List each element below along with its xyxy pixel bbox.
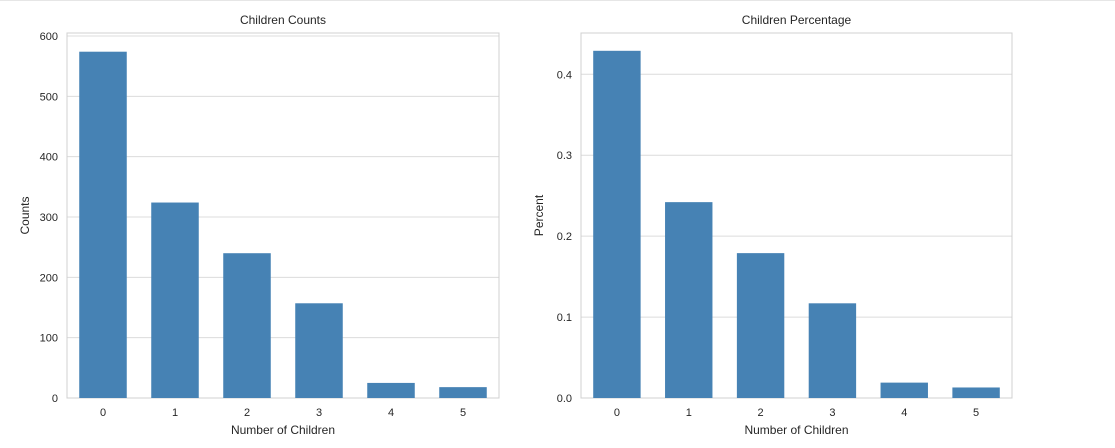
x-tick-label: 5 bbox=[460, 407, 466, 419]
children-percentage-panel: 0.0 0.1 0.2 0.3 0.4 0 1 2 3 4 5 Children Percentage… bbox=[532, 13, 1013, 437]
bar-4 bbox=[367, 382, 415, 398]
bar-3 bbox=[295, 303, 343, 398]
x-tick-label: 4 bbox=[388, 407, 394, 419]
bar-5 bbox=[439, 387, 487, 398]
bar-0 bbox=[593, 50, 641, 399]
y-tick-label: 0.4 bbox=[557, 69, 572, 81]
bar-1 bbox=[151, 202, 199, 398]
y-tick-label: 200 bbox=[40, 272, 58, 284]
x-tick-label: 5 bbox=[973, 407, 979, 419]
plot-frame bbox=[66, 32, 500, 399]
x-tick-label: 1 bbox=[686, 407, 692, 419]
y-tick-label: 600 bbox=[40, 31, 58, 43]
x-tick-label: 0 bbox=[100, 407, 106, 419]
y-tick-label: 100 bbox=[40, 333, 58, 345]
y-tick-label: 0.3 bbox=[557, 150, 572, 162]
bar-0 bbox=[79, 51, 127, 398]
x-tick-label: 4 bbox=[901, 407, 907, 419]
x-tick-label: 3 bbox=[316, 407, 322, 419]
y-tick-label: 300 bbox=[40, 212, 58, 224]
x-axis-label: Number of Children bbox=[744, 423, 848, 437]
y-tick-label: 0.0 bbox=[557, 393, 572, 405]
x-tick-label: 2 bbox=[758, 407, 764, 419]
bar-4 bbox=[880, 382, 928, 398]
bar-1 bbox=[665, 202, 713, 398]
y-tick-label: 0.2 bbox=[557, 231, 572, 243]
y-axis-label: Percent bbox=[532, 194, 546, 236]
children-counts-panel: 0 100 200 300 400 500 600 0 1 2 3 4 5 Children Counts… bbox=[18, 13, 500, 437]
y-tick-label: 500 bbox=[40, 91, 58, 103]
y-axis-label: Counts bbox=[18, 196, 32, 234]
x-tick-label: 1 bbox=[172, 407, 178, 419]
x-tick-label: 2 bbox=[244, 407, 250, 419]
x-tick-label: 0 bbox=[614, 407, 620, 419]
bar-2 bbox=[223, 253, 271, 398]
plot-frame bbox=[580, 32, 1013, 399]
y-tick-label: 0.1 bbox=[557, 312, 572, 324]
bar-5 bbox=[952, 387, 1000, 398]
bar-2 bbox=[736, 253, 785, 398]
x-axis-label: Number of Children bbox=[231, 423, 335, 437]
y-tick-label: 400 bbox=[40, 152, 58, 164]
top-divider bbox=[0, 0, 1115, 1]
y-tick-label: 0 bbox=[52, 393, 58, 405]
bar-3 bbox=[808, 303, 857, 398]
x-tick-label: 3 bbox=[829, 407, 835, 419]
chart-title: Children Counts bbox=[240, 13, 326, 27]
chart-title: Children Percentage bbox=[742, 13, 852, 27]
